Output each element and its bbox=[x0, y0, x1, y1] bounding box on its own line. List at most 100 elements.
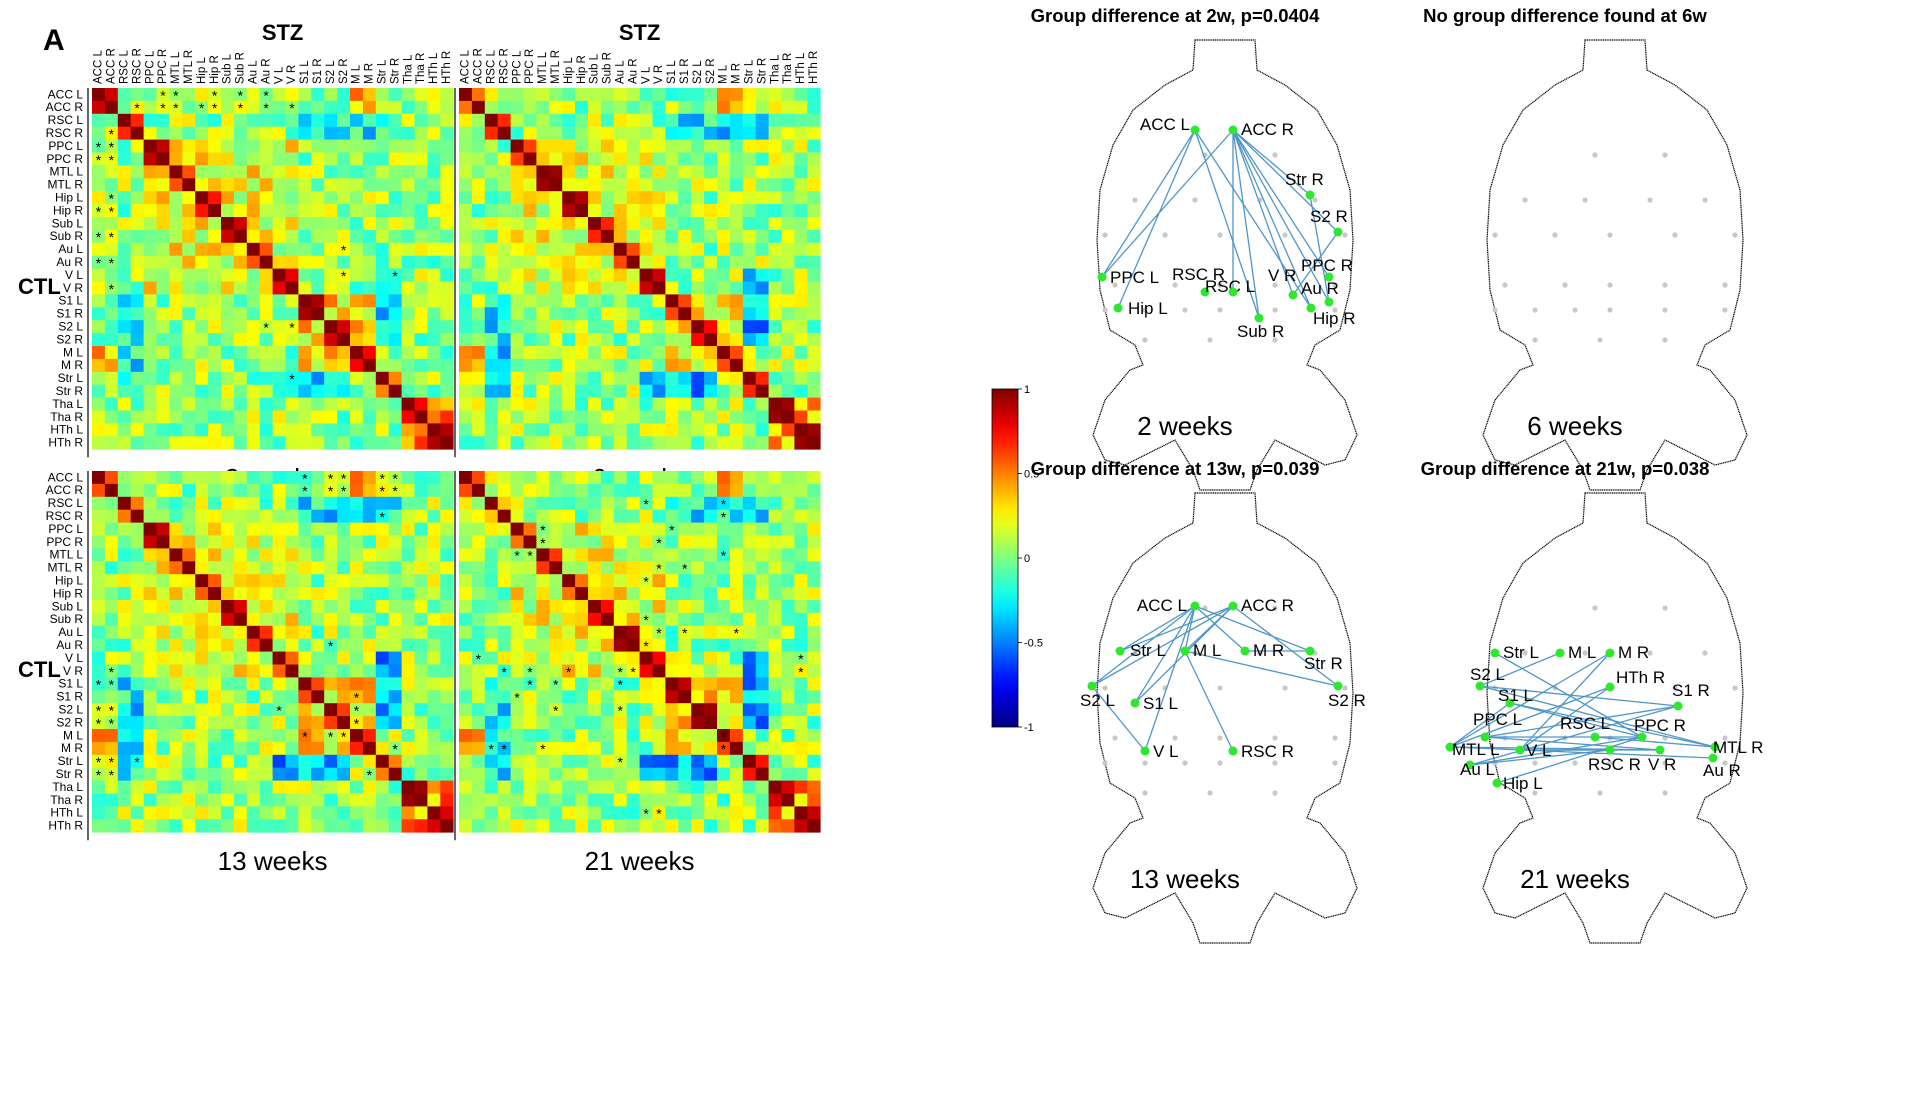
x-tick-label: RSC L bbox=[485, 50, 497, 84]
matrix-cell bbox=[613, 767, 628, 781]
matrix-cell bbox=[156, 307, 170, 321]
matrix-cell bbox=[375, 664, 390, 678]
matrix-cell bbox=[704, 423, 718, 437]
matrix-cell bbox=[104, 397, 119, 411]
matrix-cell bbox=[484, 126, 499, 140]
matrix-cell bbox=[143, 471, 157, 485]
matrix-cell bbox=[350, 100, 364, 115]
matrix-cell bbox=[471, 471, 486, 485]
matrix-cell bbox=[794, 384, 808, 398]
matrix-cell bbox=[471, 423, 486, 437]
matrix-cell bbox=[562, 471, 576, 485]
significant-node bbox=[1140, 746, 1150, 756]
matrix-cell bbox=[665, 677, 679, 691]
matrix-cell bbox=[156, 191, 170, 205]
significant-node bbox=[1115, 646, 1125, 656]
matrix-cell bbox=[742, 410, 757, 424]
matrix-cell bbox=[117, 625, 132, 640]
matrix-cell bbox=[639, 397, 653, 411]
matrix-cell bbox=[324, 767, 338, 781]
matrix-cell bbox=[600, 397, 615, 411]
matrix-cell bbox=[600, 204, 615, 218]
matrix-cell bbox=[414, 664, 428, 678]
matrix-cell bbox=[781, 651, 795, 665]
matrix-cell bbox=[130, 423, 144, 437]
matrix-cell bbox=[156, 152, 170, 166]
matrix-cell bbox=[311, 600, 325, 614]
matrix-cell bbox=[704, 229, 718, 244]
matrix-cell bbox=[549, 281, 563, 295]
matrix-cell bbox=[794, 242, 808, 257]
matrix-cell bbox=[781, 242, 795, 257]
matrix-cell bbox=[259, 410, 273, 424]
matrix-cell bbox=[440, 587, 454, 601]
significance-asterisk: * bbox=[656, 535, 662, 551]
matrix-cell bbox=[665, 320, 679, 334]
matrix-cell bbox=[130, 371, 144, 386]
matrix-cell bbox=[414, 152, 428, 166]
matrix-cell bbox=[440, 204, 454, 218]
matrix-cell bbox=[143, 664, 157, 678]
matrix-cell bbox=[427, 88, 441, 102]
region-dot bbox=[1207, 337, 1213, 343]
matrix-cell bbox=[246, 471, 261, 485]
matrix-cell bbox=[375, 126, 390, 140]
matrix-cell bbox=[143, 638, 157, 652]
matrix-cell bbox=[781, 574, 795, 588]
matrix-cell bbox=[427, 741, 441, 756]
matrix-cell bbox=[665, 139, 679, 153]
matrix-cell bbox=[195, 346, 209, 360]
matrix-cell bbox=[298, 152, 312, 166]
matrix-cell bbox=[471, 320, 486, 334]
matrix-cell bbox=[613, 496, 628, 511]
significance-asterisk: * bbox=[392, 741, 398, 757]
matrix-cell bbox=[272, 126, 286, 140]
matrix-cell bbox=[414, 165, 428, 179]
matrix-cell bbox=[691, 677, 705, 691]
matrix-cell bbox=[401, 703, 415, 717]
matrix-cell bbox=[259, 600, 273, 614]
matrix-cell bbox=[742, 716, 757, 730]
matrix-cell bbox=[549, 535, 563, 549]
matrix-cell bbox=[117, 268, 132, 282]
matrix-cell bbox=[169, 384, 183, 398]
matrix-cell bbox=[440, 384, 454, 398]
x-tick-label: Sub L bbox=[589, 53, 601, 84]
matrix-cell bbox=[350, 294, 364, 308]
significance-asterisk: * bbox=[96, 702, 102, 718]
matrix-cell bbox=[755, 587, 769, 601]
matrix-cell bbox=[613, 384, 628, 398]
connection-edge bbox=[1144, 605, 1196, 752]
matrix-cell bbox=[414, 281, 428, 295]
matrix-cell bbox=[704, 397, 718, 411]
matrix-cell bbox=[156, 535, 170, 549]
matrix-cell bbox=[156, 436, 170, 450]
matrix-cell bbox=[678, 780, 692, 794]
matrix-cell bbox=[92, 729, 106, 743]
matrix-cell bbox=[459, 741, 473, 756]
matrix-cell bbox=[92, 320, 106, 334]
matrix-cell bbox=[459, 600, 473, 614]
matrix-cell bbox=[350, 664, 364, 678]
matrix-cell bbox=[324, 471, 338, 485]
matrix-cell bbox=[169, 561, 183, 575]
matrix-cell bbox=[427, 509, 441, 523]
matrix-cell bbox=[742, 806, 757, 820]
matrix-cell bbox=[208, 371, 222, 386]
matrix-cell bbox=[375, 242, 390, 257]
matrix-cell bbox=[523, 780, 537, 794]
matrix-cell bbox=[755, 436, 769, 450]
matrix-cell bbox=[742, 126, 757, 140]
matrix-cell bbox=[768, 294, 782, 308]
matrix-cell bbox=[704, 217, 718, 231]
matrix-cell bbox=[549, 587, 563, 601]
matrix-cell bbox=[259, 612, 273, 627]
matrix-cell bbox=[92, 780, 106, 794]
matrix-cell bbox=[768, 229, 782, 244]
colorbar-tick-label: 0 bbox=[1024, 553, 1030, 565]
y-tick-label: Hip R bbox=[53, 586, 83, 600]
matrix-cell bbox=[272, 307, 286, 321]
matrix-cell bbox=[626, 229, 640, 244]
matrix-cell bbox=[92, 793, 106, 807]
matrix-cell bbox=[704, 165, 718, 179]
